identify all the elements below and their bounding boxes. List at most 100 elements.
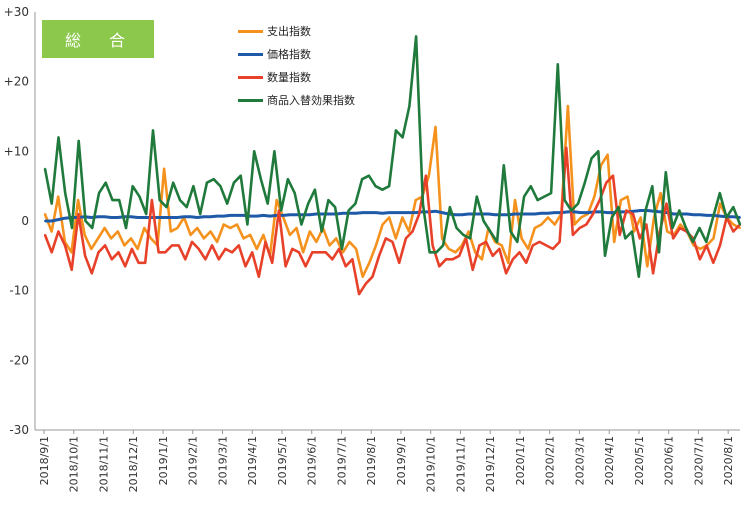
data-point (606, 153, 609, 156)
data-point (566, 105, 569, 108)
data-point (605, 181, 608, 184)
data-point (273, 150, 276, 153)
data-point (77, 199, 80, 202)
data-point (286, 178, 289, 181)
data-point (401, 216, 404, 219)
data-point (361, 211, 364, 214)
data-point (110, 258, 113, 261)
x-tick-label: 2018/12/1 (127, 436, 140, 492)
data-point (672, 213, 675, 215)
data-point (169, 230, 172, 233)
data-point (451, 258, 454, 261)
data-point (222, 215, 225, 218)
data-point (249, 215, 252, 218)
data-point (104, 181, 107, 184)
data-point (518, 251, 521, 254)
data-point (551, 247, 554, 250)
data-point (216, 240, 219, 243)
data-point (277, 209, 280, 212)
data-point (237, 244, 240, 247)
data-point (331, 258, 334, 261)
data-point (70, 251, 73, 254)
legend-item-price: 価格指数 (238, 45, 311, 63)
data-point (97, 215, 99, 218)
data-point (209, 230, 212, 233)
data-point (64, 244, 66, 247)
data-point (573, 223, 576, 226)
data-point (361, 178, 364, 181)
data-point (183, 215, 185, 218)
data-point (229, 227, 232, 229)
data-point (224, 247, 227, 250)
data-point (242, 237, 245, 240)
data-point (271, 261, 274, 264)
data-point (586, 211, 589, 214)
data-point (110, 216, 113, 219)
data-point (275, 199, 278, 202)
data-point (458, 254, 461, 257)
data-point (441, 211, 444, 214)
data-point (293, 192, 296, 195)
data-point (202, 237, 205, 240)
data-point (212, 178, 215, 181)
data-point (739, 216, 741, 219)
data-point (394, 129, 397, 132)
data-point (297, 251, 300, 254)
y-ticks: +30 +20 +10 0 -10 -20 -30 (4, 5, 29, 437)
category-badge: 総 合 (42, 20, 154, 58)
data-point (98, 192, 100, 195)
data-point (672, 237, 675, 240)
data-point (398, 261, 401, 264)
data-point (434, 125, 437, 128)
data-point (699, 247, 702, 250)
data-point (624, 237, 627, 240)
x-tick-label: 2019/12/1 (484, 436, 497, 492)
data-point (394, 211, 397, 214)
data-point (583, 181, 586, 184)
data-point (171, 244, 173, 247)
data-point (117, 251, 120, 254)
data-point (163, 167, 166, 170)
data-point (678, 209, 681, 212)
data-point (176, 216, 179, 219)
data-point (313, 188, 316, 191)
data-point (686, 213, 688, 215)
data-point (633, 230, 636, 233)
data-point (130, 247, 133, 250)
data-point (732, 215, 735, 218)
x-tick-label: 2019/3/1 (216, 436, 229, 485)
data-point (664, 171, 667, 174)
data-point (523, 195, 526, 198)
data-point (489, 230, 492, 233)
data-point (617, 206, 620, 209)
series-line-1 (45, 209, 741, 223)
data-point (364, 282, 367, 285)
data-point (172, 181, 175, 184)
data-point (57, 195, 60, 198)
data-point (527, 247, 530, 250)
series-line-0 (43, 104, 741, 279)
data-point (144, 261, 147, 264)
data-point (625, 209, 628, 212)
data-point (471, 268, 474, 271)
data-point (639, 216, 642, 219)
x-tick-label: 2018/11/1 (97, 436, 110, 492)
data-point (104, 244, 107, 247)
data-point (478, 244, 481, 247)
data-point (719, 202, 722, 205)
x-tick-label: 2019/5/1 (276, 436, 289, 485)
y-tick-label: -20 (9, 353, 29, 367)
data-point (244, 265, 247, 268)
data-point (50, 202, 53, 205)
data-point (691, 240, 694, 243)
data-point (404, 237, 407, 240)
data-point (334, 206, 337, 209)
data-point (196, 216, 199, 219)
data-point (197, 247, 200, 250)
data-point (469, 237, 472, 240)
data-point (732, 230, 735, 233)
data-point (671, 227, 674, 229)
data-point (719, 244, 721, 247)
data-point (435, 251, 438, 254)
data-point (384, 237, 387, 240)
